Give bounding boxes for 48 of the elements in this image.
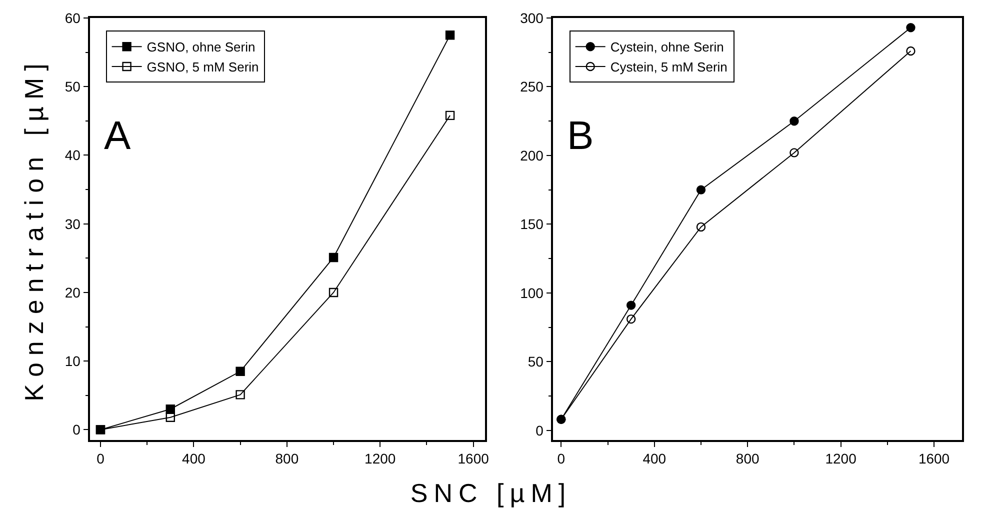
point (626, 314, 636, 324)
x-tick-label: 800 (736, 450, 760, 467)
x-tick-label: 1200 (825, 450, 857, 467)
y-tick-label: 40 (64, 147, 81, 164)
y-tick-label: 300 (520, 10, 544, 26)
x-axis-title: SNC [µM] (409, 478, 573, 509)
point (166, 404, 175, 414)
legend-label: Cystein, ohne Serin (610, 40, 724, 55)
y-tick-label: 150 (520, 216, 544, 232)
y-tick-label: 250 (520, 78, 544, 95)
legend-label: Cystein, 5 mM Serin (610, 60, 728, 75)
point (236, 390, 245, 400)
annotation: A (104, 114, 131, 158)
y-tick-label: 50 (528, 354, 544, 370)
point (906, 23, 916, 32)
point (906, 46, 916, 56)
point (696, 185, 706, 194)
x-tick-label: 400 (182, 450, 206, 467)
point (790, 148, 799, 158)
point (166, 412, 175, 422)
point (626, 300, 636, 310)
y-tick-label: 200 (520, 147, 544, 164)
legend-label: GSNO, 5 mM Serin (146, 60, 259, 75)
annotation: B (567, 114, 594, 158)
point (328, 288, 338, 298)
point (236, 366, 245, 376)
point (790, 116, 799, 126)
y-tick-label: 30 (64, 216, 81, 232)
x-tick-label: 1600 (918, 450, 950, 467)
y-tick-label: 10 (64, 352, 81, 369)
y-axis-title: Konzentration [µM] (18, 56, 49, 402)
y-tick-label: 20 (64, 284, 81, 300)
point (696, 222, 706, 232)
x-tick-label: 1600 (458, 450, 490, 467)
x-tick-label: 0 (96, 450, 105, 467)
y-tick-label: 0 (72, 422, 81, 438)
y-tick-label: 60 (64, 10, 81, 26)
x-tick-label: 800 (275, 450, 299, 467)
legend-label: GSNO, ohne Serin (146, 40, 256, 55)
y-tick-label: 0 (536, 422, 544, 438)
point (445, 30, 455, 40)
x-tick-label: 400 (642, 450, 666, 467)
point (328, 252, 338, 262)
y-tick-label: 50 (64, 78, 81, 95)
x-tick-label: 1200 (364, 450, 396, 467)
y-tick-label: 100 (520, 284, 544, 301)
x-tick-label: 0 (557, 450, 566, 467)
point (445, 110, 455, 120)
